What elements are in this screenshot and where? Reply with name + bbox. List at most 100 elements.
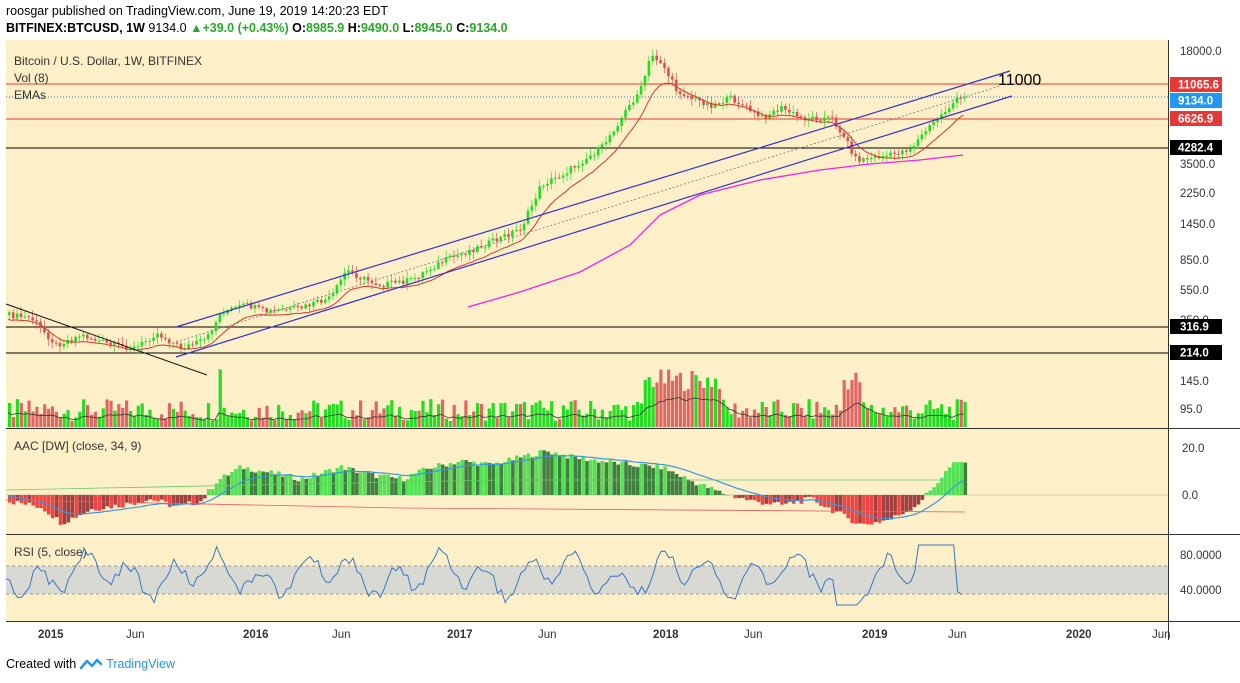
volume-bar: [901, 406, 905, 427]
aac-bar: [791, 495, 796, 504]
volume-bar: [873, 412, 877, 427]
emas-legend[interactable]: EMAs: [14, 88, 46, 102]
aac-bar: [827, 495, 831, 508]
candle-body: [472, 250, 475, 253]
candle-body: [928, 125, 931, 132]
rsi-tick: 80.0000: [1180, 550, 1222, 562]
channel-lower-line[interactable]: [175, 95, 1013, 358]
chart-canvas[interactable]: 11000 Bitcoin / U.S. Dollar, 1W, BITFINE…: [0, 40, 1240, 655]
candle-body: [846, 137, 850, 142]
candle-body: [702, 100, 705, 106]
time-axis[interactable]: 2015 Jun 2016 Jun 2017 Jun 2018 Jun 2019…: [38, 629, 1171, 641]
badge-6626[interactable]: [1170, 111, 1222, 126]
aac-bar: [78, 495, 82, 516]
candle-body: [245, 302, 249, 304]
candle-body: [573, 166, 577, 168]
badge-316-text: 316.9: [1180, 322, 1209, 334]
badge-316[interactable]: [1170, 319, 1222, 334]
volume-bar: [476, 403, 480, 427]
volume-bar: [483, 420, 487, 427]
candle-body: [448, 255, 452, 258]
volume-bar: [238, 412, 242, 427]
price-axis[interactable]: 18000.0 3500.0 2250.0 1450.0 850.0 550.0…: [1180, 46, 1222, 597]
volume-bar: [643, 380, 647, 427]
vol-legend[interactable]: Vol (8): [14, 71, 49, 85]
downtrend-line[interactable]: [5, 303, 208, 376]
badge-9134[interactable]: [1170, 93, 1222, 108]
aac-bar: [323, 469, 328, 495]
candle-body: [15, 313, 19, 319]
author-name[interactable]: roosgar: [6, 4, 49, 18]
aac-bar: [460, 459, 464, 495]
candle-body: [101, 340, 105, 342]
candle-body: [249, 302, 253, 309]
candle-body: [70, 340, 73, 342]
candle-body: [152, 337, 155, 341]
channel-upper-line[interactable]: [175, 70, 1011, 328]
time-tick: Jun: [538, 629, 557, 641]
rsi-pane-title[interactable]: RSI (5, close): [14, 545, 87, 559]
candle-body: [823, 117, 826, 121]
aac-bar: [698, 484, 702, 495]
aac-bar: [187, 495, 191, 502]
volume-bar: [604, 417, 608, 427]
volume-bar: [437, 404, 441, 427]
volume-bar: [889, 411, 893, 427]
aac-bar: [807, 495, 812, 497]
aac-bar: [593, 459, 597, 495]
aac-bar: [745, 495, 749, 501]
aac-pane-title[interactable]: AAC [DW] (close, 34, 9): [14, 439, 141, 453]
volume-bar: [316, 403, 320, 427]
volume-bar: [230, 412, 234, 427]
volume-bar: [78, 411, 82, 427]
aac-bar: [749, 495, 753, 500]
badge-214[interactable]: [1170, 345, 1222, 360]
aac-bar: [296, 481, 301, 495]
volume-bar: [401, 419, 406, 427]
candle-body: [963, 97, 967, 99]
aac-bar: [678, 477, 683, 495]
candle-body: [788, 109, 791, 113]
volume-bar: [924, 404, 928, 427]
candle-body: [327, 296, 331, 300]
candle-body: [19, 313, 23, 318]
aac-bar: [440, 464, 445, 495]
aac-bar: [737, 495, 741, 499]
candle-body: [530, 205, 534, 211]
tradingview-brand-link[interactable]: TradingView: [106, 657, 175, 671]
high-label: H:: [347, 21, 361, 35]
aac-bar: [347, 467, 351, 495]
aac-bar: [515, 455, 519, 495]
candle-body: [569, 166, 573, 174]
candle-body: [394, 280, 397, 283]
aac-bar: [171, 495, 176, 506]
candle-body: [195, 340, 198, 345]
tradingview-logo-icon[interactable]: [80, 658, 103, 670]
main-pane-bg[interactable]: [6, 40, 1168, 428]
badge-4282[interactable]: [1170, 140, 1222, 155]
candle-body: [479, 246, 483, 248]
candle-body: [284, 309, 288, 311]
volume-bar: [791, 403, 796, 427]
volume-bar: [823, 407, 827, 427]
main-pane-title: Bitcoin / U.S. Dollar, 1W, BITFINEX: [14, 54, 202, 68]
volume-bar: [117, 404, 121, 427]
aac-bar: [70, 495, 74, 518]
candle-body: [838, 126, 842, 133]
aac-bar: [686, 479, 691, 495]
candle-body: [117, 342, 120, 344]
aac-bar: [409, 473, 414, 495]
annotation-11000[interactable]: 11000: [998, 72, 1041, 89]
candle-body: [269, 309, 272, 313]
candle-body: [156, 333, 159, 338]
volume-bar: [503, 402, 507, 427]
price-badges[interactable]: 11065.6 9134.0 6626.9 4282.4 316.9 214.0: [1170, 77, 1222, 360]
volume-bar: [440, 399, 445, 427]
badge-11065[interactable]: [1170, 77, 1222, 92]
volume-bar: [772, 401, 776, 427]
candle-body: [323, 299, 327, 303]
candle-body: [550, 178, 553, 184]
volume-bar: [487, 408, 491, 427]
candle-body: [620, 117, 623, 127]
ohlc-bar: BITFINEX:BTCUSD, 1W 9134.0 ▲+39.0 (+0.43…: [6, 21, 508, 35]
